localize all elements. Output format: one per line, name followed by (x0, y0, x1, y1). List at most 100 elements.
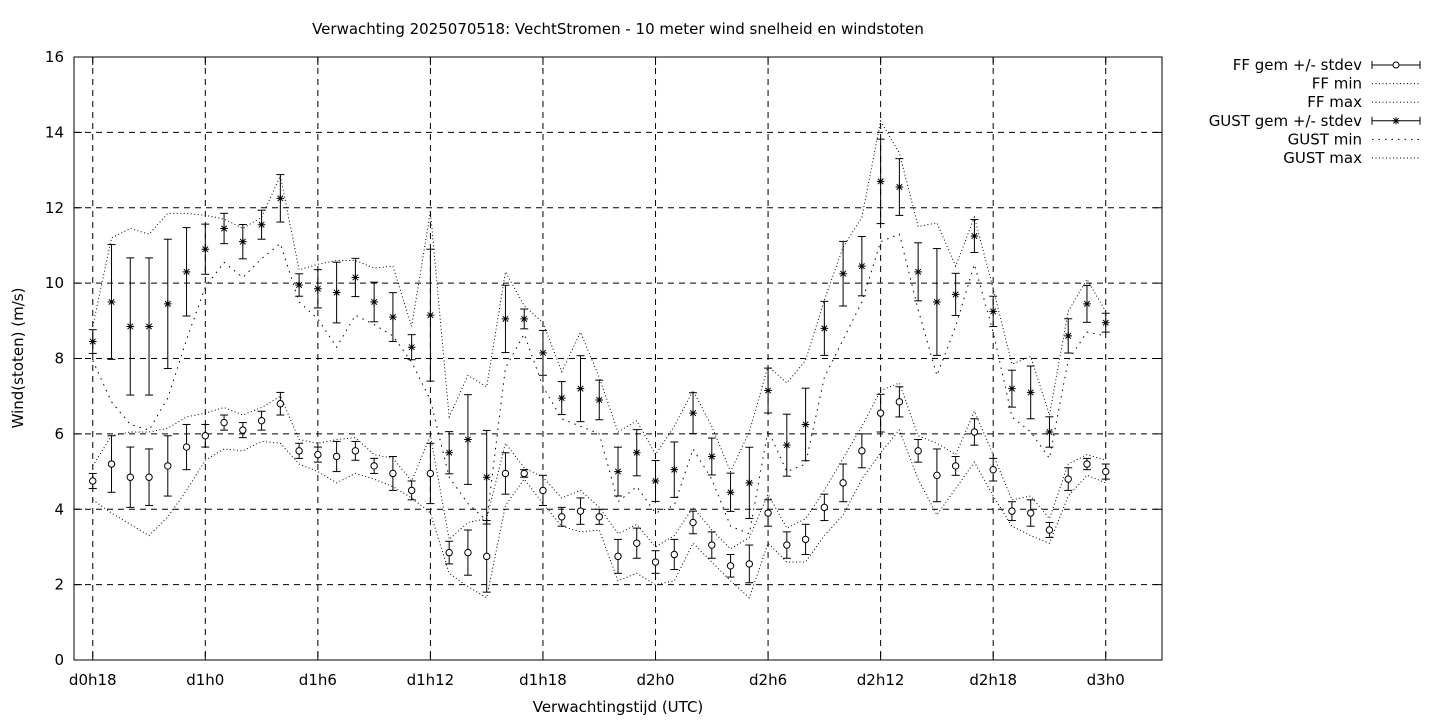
gust-point (276, 194, 285, 203)
series-layer (88, 119, 1110, 599)
gust-point (445, 448, 453, 457)
ff-point (1026, 509, 1035, 517)
gust-point (1101, 318, 1110, 327)
gust-point (764, 386, 772, 395)
gust-point (389, 313, 397, 321)
y-tick-label: 10 (45, 274, 64, 292)
ff-point (895, 398, 904, 406)
ff-point (595, 513, 603, 521)
ff-point (89, 477, 97, 485)
ff-point (482, 552, 491, 561)
y-tick-label: 12 (45, 199, 64, 217)
ff-point (426, 469, 435, 478)
ff-point (295, 447, 303, 455)
ff-point (539, 486, 547, 495)
x-tick-label: d2h18 (969, 671, 1017, 689)
y-tick-label: 16 (45, 48, 64, 66)
ff-point (651, 558, 660, 566)
ff-point (332, 452, 341, 461)
chart-title: Verwachting 2025070518: VechtStromen - 1… (312, 20, 924, 38)
ff-point (520, 469, 528, 478)
ff-point (708, 541, 716, 549)
gust-point (783, 441, 791, 449)
legend-label: GUST min (1288, 130, 1362, 148)
ff-point (145, 473, 153, 481)
legend-label: GUST gem +/- stdev (1209, 112, 1362, 130)
gust-point (239, 237, 247, 246)
gust-point (295, 281, 303, 289)
gust-point (145, 322, 153, 331)
gust-point (557, 394, 566, 402)
gust-point (989, 307, 997, 316)
gust-point (501, 315, 510, 323)
ff-point (220, 418, 228, 427)
ff-point (951, 462, 960, 470)
ff-point (182, 443, 191, 451)
ff-point (989, 465, 997, 474)
x-tick-label: d2h0 (636, 671, 674, 689)
gust-point (1064, 332, 1073, 340)
gust-point (201, 245, 210, 254)
ff-point (164, 462, 172, 470)
gust-point (707, 452, 716, 461)
ff-point (933, 471, 941, 480)
ff-point (576, 507, 585, 515)
gust-point (257, 220, 266, 229)
x-tick-label: d2h6 (749, 671, 787, 689)
ff-point (1083, 460, 1091, 468)
gust-point (970, 232, 979, 240)
ff-point (689, 518, 697, 527)
legend-label: FF min (1312, 75, 1362, 93)
gust-point (614, 467, 622, 476)
gust-point (595, 396, 604, 404)
gust-point (876, 177, 885, 186)
gust-point (370, 298, 378, 306)
ff-point (126, 473, 134, 481)
ff-point (970, 428, 979, 436)
ff-point (464, 548, 472, 557)
ff-point (407, 486, 416, 495)
series-line-4 (92, 233, 1106, 535)
ff-point (1045, 526, 1054, 534)
ff-point (370, 462, 378, 470)
gust-point (426, 311, 435, 319)
y-tick-label: 4 (54, 500, 64, 518)
legend-label: GUST max (1283, 149, 1362, 167)
gust-point (332, 288, 341, 297)
ff-point (1008, 507, 1016, 515)
x-tick-label: d1h6 (299, 671, 337, 689)
axis-ticks: 0 2 4 6 8 10 12 14 16 d0h18 d1h0 d1h6 d1h12 d1h18 d2h0… (45, 48, 1162, 689)
gust-point (220, 224, 228, 233)
y-tick-label: 0 (54, 651, 64, 669)
ff-point (201, 432, 210, 440)
gust-point (88, 337, 97, 346)
ff-point (858, 447, 866, 455)
gust-point (689, 409, 697, 417)
gust-point (576, 384, 585, 393)
ff-point (783, 541, 791, 549)
ff-point (614, 552, 622, 561)
gust-point (670, 465, 679, 474)
gust-point (407, 343, 416, 351)
x-tick-label: d1h18 (519, 671, 567, 689)
gust-point (1045, 428, 1054, 436)
ff-point (558, 513, 566, 521)
ff-point (107, 460, 116, 468)
gust-point (1026, 388, 1035, 397)
y-tick-label: 8 (54, 350, 64, 368)
ff-point (670, 550, 678, 559)
ff-point (351, 447, 360, 455)
gust-point (858, 262, 866, 270)
gust-point (801, 420, 810, 429)
ff-point (726, 562, 735, 570)
y-tick-label: 14 (45, 123, 64, 141)
ff-point (839, 479, 847, 487)
gust-point (1083, 300, 1091, 308)
gust-point (1008, 384, 1016, 393)
legend-swatch-marker (1392, 117, 1400, 125)
ff-point (1064, 475, 1072, 483)
gust-point (914, 268, 922, 276)
x-tick-label: d1h12 (407, 671, 455, 689)
x-tick-label: d2h12 (857, 671, 905, 689)
